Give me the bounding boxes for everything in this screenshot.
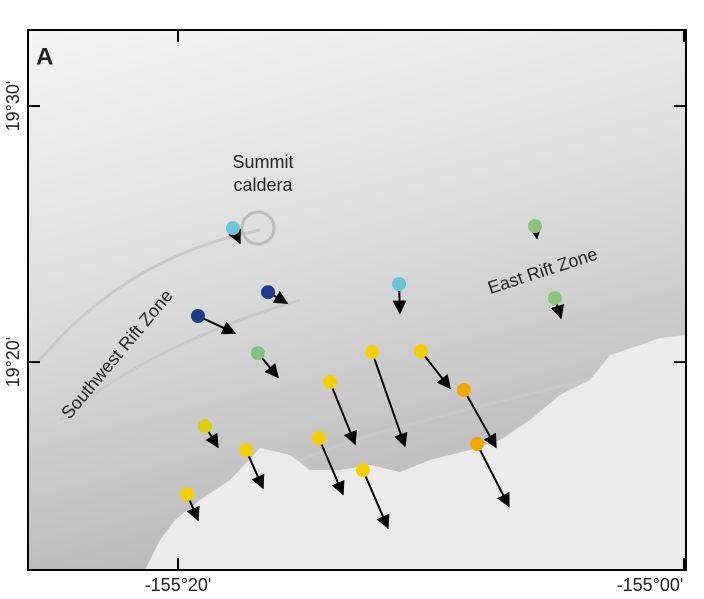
- station: [180, 487, 194, 501]
- x-tick-label: -155°00': [617, 575, 684, 595]
- panel-label: A: [36, 43, 53, 70]
- station: [414, 344, 428, 358]
- station: [251, 346, 265, 360]
- y-tick-label: 19°30': [3, 81, 23, 132]
- station: [239, 443, 253, 457]
- map: A Summit caldera East Rift Zone Southwes…: [0, 0, 704, 599]
- y-tick-label: 19°20': [3, 337, 23, 388]
- station: [356, 463, 370, 477]
- station: [365, 345, 379, 359]
- station: [261, 285, 275, 299]
- station: [323, 375, 337, 389]
- station: [198, 419, 212, 433]
- station: [392, 277, 406, 291]
- place-label: caldera: [233, 175, 293, 195]
- station: [191, 309, 205, 323]
- station: [470, 437, 484, 451]
- station: [548, 291, 562, 305]
- station: [457, 383, 471, 397]
- station: [528, 219, 542, 233]
- place-label: Summit: [232, 152, 293, 172]
- x-tick-label: -155°20': [145, 575, 212, 595]
- station: [312, 431, 326, 445]
- station: [226, 221, 240, 235]
